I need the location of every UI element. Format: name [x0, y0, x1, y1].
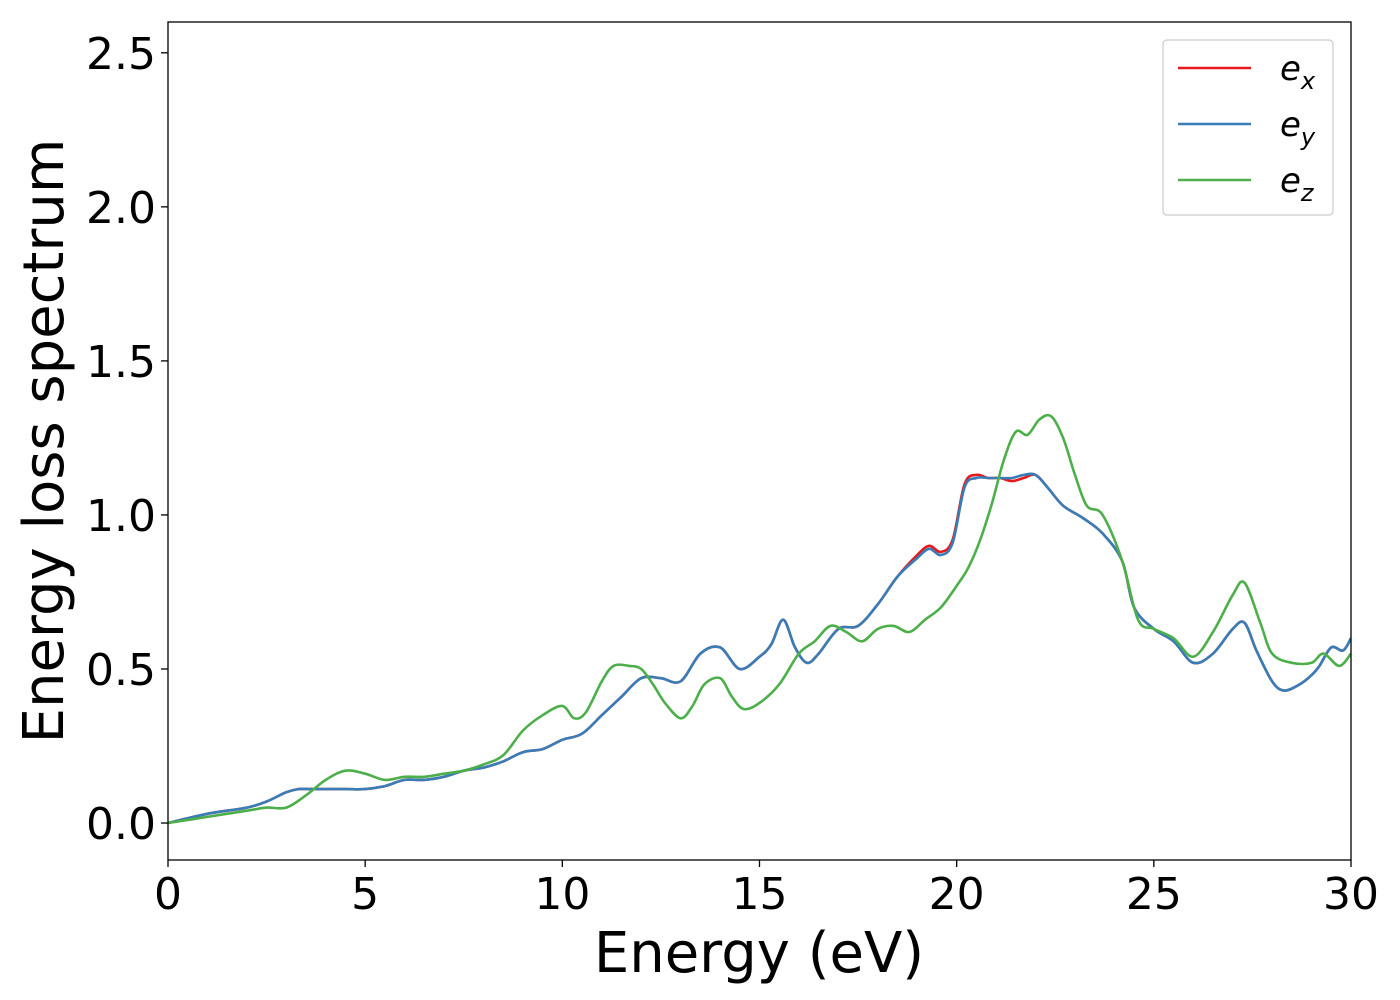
legend-label-subscript: z — [1300, 179, 1315, 207]
y-tick-label: 0.0 — [86, 799, 156, 850]
x-tick-label: 10 — [534, 869, 590, 920]
legend-label-main: e — [1280, 161, 1301, 201]
legend-label-subscript: x — [1300, 67, 1316, 95]
x-tick-label: 20 — [929, 869, 985, 920]
legend-label-main: e — [1280, 49, 1301, 89]
x-axis-label: Energy (eV) — [594, 921, 924, 986]
series-lines — [168, 413, 1351, 825]
legend-label-main: e — [1280, 105, 1301, 145]
legend-label-ez: ez — [1280, 161, 1315, 207]
y-tick-label: 0.5 — [86, 645, 156, 696]
x-axis-ticks: 0 5 10 15 20 25 30 — [154, 860, 1379, 920]
legend-label-ey: ey — [1280, 105, 1316, 151]
y-tick-label: 1.5 — [86, 337, 156, 388]
y-tick-label: 1.0 — [86, 491, 156, 542]
x-tick-label: 0 — [154, 869, 182, 920]
legend-box — [1162, 39, 1334, 216]
y-tick-label: 2.0 — [86, 183, 156, 234]
x-tick-label: 5 — [351, 869, 379, 920]
series-line-ez — [168, 413, 1351, 825]
x-tick-label: 25 — [1126, 869, 1182, 920]
y-axis-ticks: 0.0 0.5 1.0 1.5 2.0 2.5 — [86, 29, 168, 850]
legend-label-subscript: y — [1300, 123, 1316, 151]
legend-label-ex: ex — [1280, 49, 1316, 95]
y-tick-label: 2.5 — [86, 29, 156, 80]
y-axis-label: Energy loss spectrum — [12, 139, 77, 744]
x-tick-label: 15 — [732, 869, 788, 920]
x-tick-label: 30 — [1323, 869, 1379, 920]
